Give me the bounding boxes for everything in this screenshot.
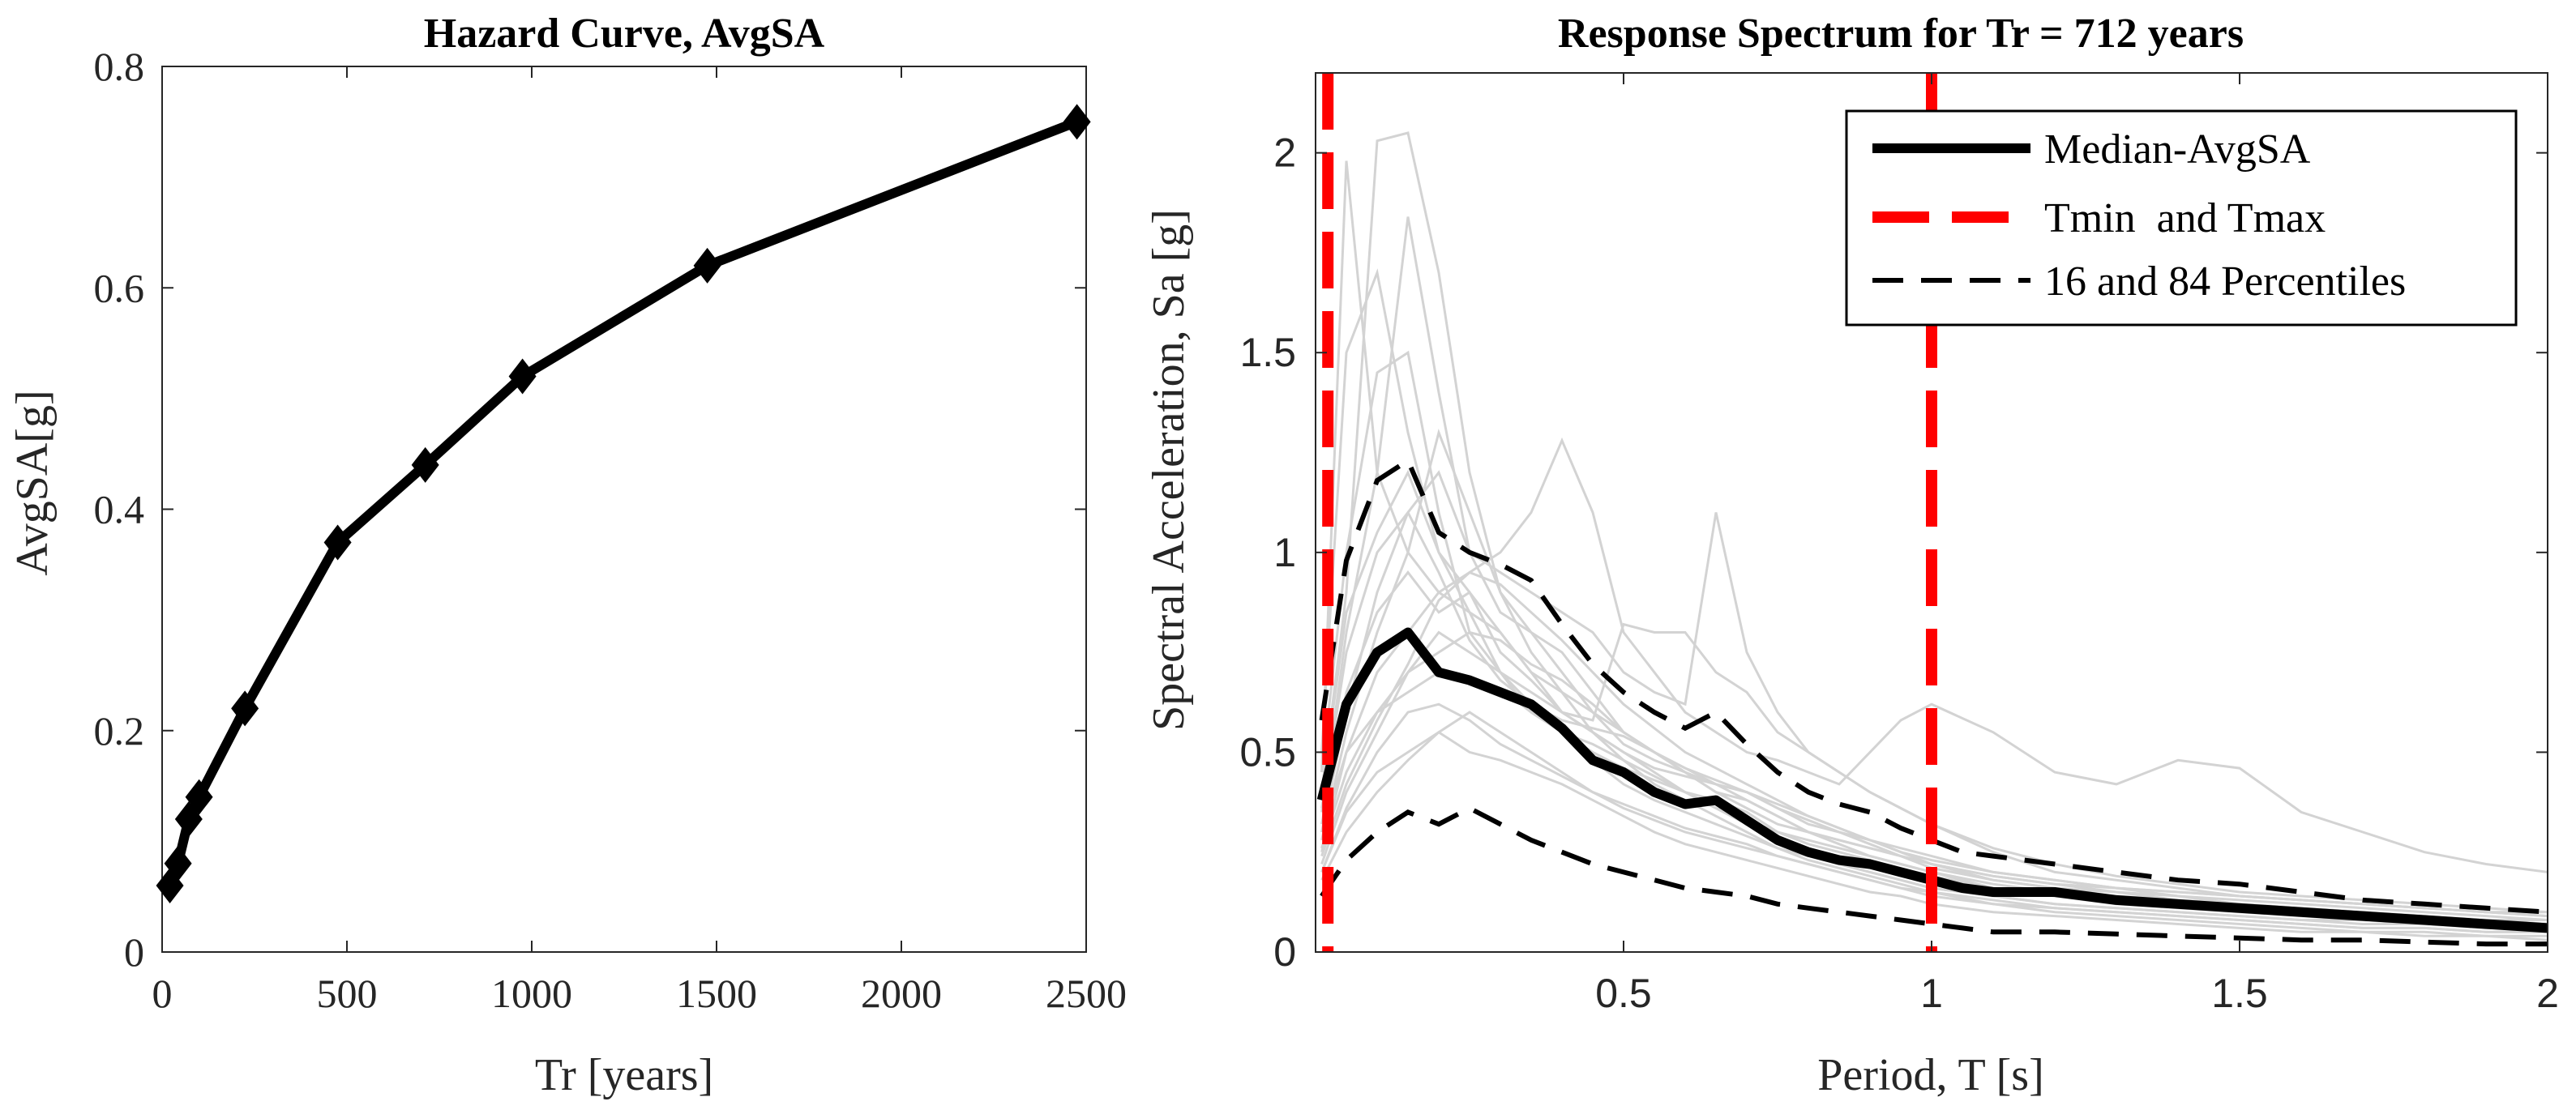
hazard-chart-title: Hazard Curve, AvgSA (424, 11, 825, 57)
record-spectrum-line (1320, 730, 2548, 941)
hazard-point-marker (164, 845, 192, 882)
spectrum-y-tick-label: 0.5 (1239, 729, 1296, 775)
hazard-x-tick-label: 0 (152, 971, 173, 1016)
hazard-plot-area: 0 500 1000 1500 2000 2500 0 0.2 0.4 0.6 0.8 (94, 44, 1128, 1016)
spectrum-y-tick-label: 2 (1273, 130, 1296, 176)
legend-label-median: Median-AvgSA (2044, 126, 2311, 173)
hazard-point-marker (508, 358, 537, 395)
hazard-x-tick-label: 500 (317, 971, 378, 1016)
hazard-point-marker (411, 446, 439, 483)
hazard-curve-chart: Hazard Curve, AvgSA 0 500 1000 1500 2000 2500… (7, 11, 1127, 1100)
hazard-y-tick-label: 0 (124, 929, 144, 975)
spectrum-x-tick-label: 1.5 (2211, 971, 2268, 1016)
record-spectrum-line (1320, 702, 2548, 933)
hazard-y-tick-label: 0.2 (94, 708, 145, 754)
hazard-x-tick-label: 1000 (491, 971, 572, 1016)
percentile-84-line (1319, 456, 2548, 915)
spectrum-y-tick-label: 0 (1273, 929, 1296, 975)
hazard-point-marker (323, 524, 352, 561)
hazard-x-tick-label: 1500 (676, 971, 757, 1016)
hazard-x-axis-label: Tr [years] (535, 1050, 713, 1100)
hazard-point-marker (231, 690, 259, 727)
hazard-curve-line (165, 117, 1079, 888)
spectrum-x-tick-label: 2 (2536, 971, 2559, 1016)
hazard-x-tick-label: 2000 (861, 971, 942, 1016)
record-spectrum-line (1320, 622, 2548, 914)
spectrum-y-axis-label: Spectral Acceleration, Sa [g] (1144, 209, 1194, 731)
spectrum-x-axis-label: Period, T [s] (1817, 1050, 2043, 1100)
hazard-y-axis-label: AvgSA[g] (7, 390, 58, 575)
hazard-y-tick-label: 0.6 (94, 265, 145, 310)
hazard-y-tick-label: 0.4 (94, 487, 145, 532)
spectrum-series-group (1316, 73, 2548, 952)
hazard-x-tick-label: 2500 (1046, 971, 1127, 1016)
hazard-point-marker (185, 779, 213, 815)
hazard-point-marker (1063, 104, 1091, 140)
record-spectrum-line (1320, 570, 2548, 914)
percentile-16-line (1320, 805, 2548, 947)
legend-label-tmin-tmax: Tmin and Tmax (2044, 195, 2326, 241)
hazard-y-tick-label: 0.8 (94, 44, 145, 89)
record-spectrum-line (1320, 350, 2548, 929)
hazard-axes-box (161, 66, 1087, 953)
spectrum-y-tick-label: 1 (1273, 530, 1296, 575)
response-spectrum-chart: Response Spectrum for Tr = 712 years 0.5… (1144, 11, 2559, 1100)
legend-label-percentiles: 16 and 84 Percentiles (2044, 258, 2406, 305)
spectrum-chart-title: Response Spectrum for Tr = 712 years (1558, 11, 2244, 57)
median-avgsa-line (1316, 627, 2548, 933)
spectrum-y-tick-label: 1.5 (1239, 330, 1296, 375)
legend: Median-AvgSA Tmin and Tmax 16 and 84 Per… (1845, 109, 2518, 327)
hazard-point-marker (693, 247, 721, 284)
spectrum-x-tick-label: 1 (1920, 971, 1943, 1016)
spectrum-x-tick-label: 0.5 (1595, 971, 1652, 1016)
